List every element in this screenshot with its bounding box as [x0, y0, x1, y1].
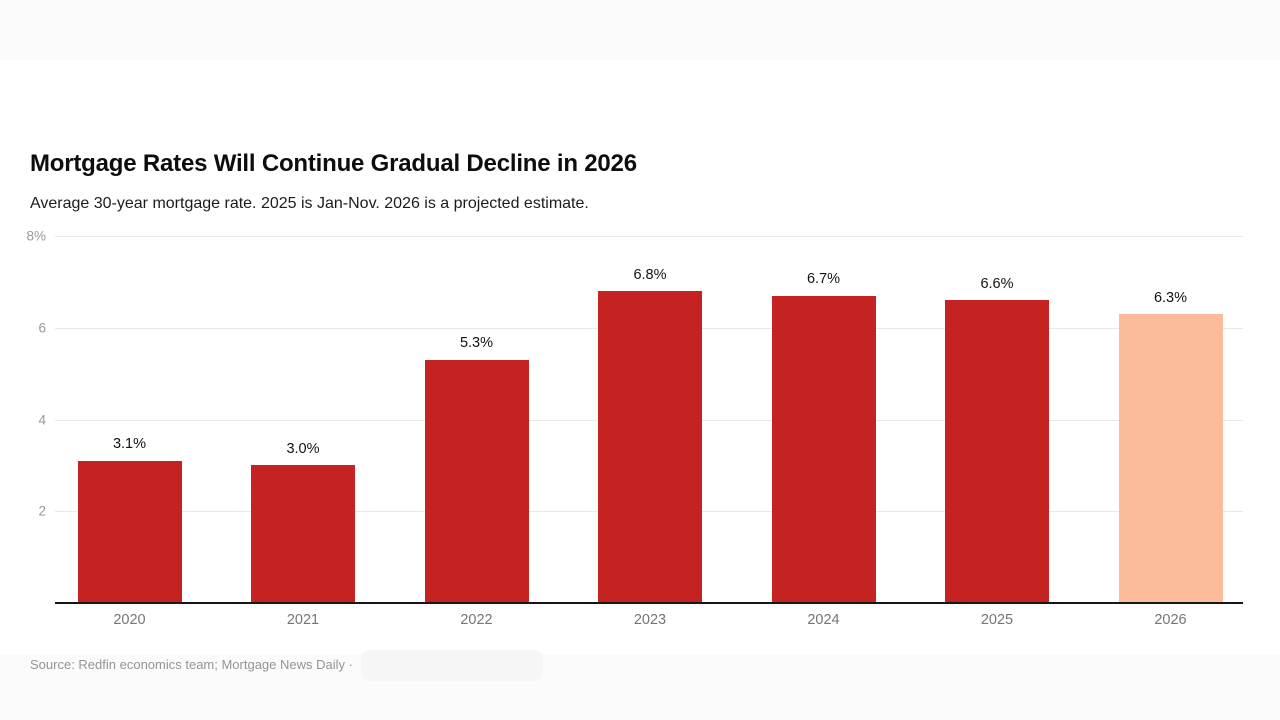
bar-value-label-2025: 6.6% [980, 275, 1014, 292]
chart-subtitle: Average 30-year mortgage rate. 2025 is J… [30, 195, 589, 212]
bar-2021 [251, 465, 355, 603]
bar-value-label-2026: 6.3% [1153, 289, 1188, 306]
plot-area: 8% 6 4 2 3.1% 2020 3.0% 2021 5.3% 2022 6.8% 2023 6.7… [26, 229, 1243, 627]
y-tick-label-6: 6 [38, 320, 46, 335]
y-tick-label-8: 8% [26, 228, 46, 244]
bar-2020 [77, 460, 182, 603]
x-tick-label-2021: 2021 [286, 612, 320, 628]
x-tick-label-2022: 2022 [460, 612, 493, 628]
x-axis-baseline [55, 602, 1243, 604]
source-note: Source: Redfin economics team; Mortgage … [30, 657, 353, 672]
gridline-8 [55, 236, 1243, 237]
bar-value-label-2020: 3.1% [112, 436, 147, 453]
bar-2023 [598, 291, 702, 603]
chart-title: Mortgage Rates Will Continue Gradual Dec… [30, 150, 637, 177]
bar-2022 [424, 359, 529, 603]
bar-value-label-2023: 6.8% [633, 266, 667, 283]
bar-2024 [771, 295, 876, 603]
bar-2026 [1118, 314, 1223, 603]
redacted-attribution [361, 650, 543, 681]
x-tick-label-2026: 2026 [1154, 612, 1187, 628]
x-tick-label-2025: 2025 [980, 612, 1014, 628]
x-tick-label-2023: 2023 [633, 612, 667, 628]
bar-value-label-2022: 5.3% [459, 335, 494, 352]
y-tick-label-2: 2 [38, 503, 46, 519]
chart-card: Mortgage Rates Will Continue Gradual Dec… [0, 60, 1280, 681]
x-tick-label-2024: 2024 [807, 612, 840, 628]
x-tick-label-2020: 2020 [113, 612, 146, 628]
bar-value-label-2021: 3.0% [286, 440, 320, 457]
y-tick-label-4: 4 [38, 411, 46, 427]
bar-2025 [945, 300, 1049, 603]
bar-value-label-2024: 6.7% [806, 271, 841, 288]
